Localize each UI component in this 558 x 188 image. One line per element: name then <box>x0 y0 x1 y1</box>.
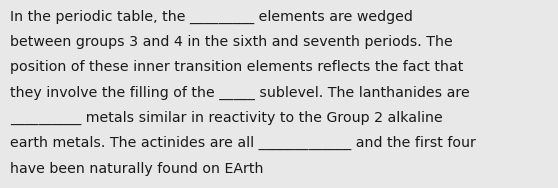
Text: In the periodic table, the _________ elements are wedged: In the periodic table, the _________ ele… <box>10 9 413 24</box>
Text: position of these inner transition elements reflects the fact that: position of these inner transition eleme… <box>10 60 463 74</box>
Text: have been naturally found on EArth: have been naturally found on EArth <box>10 162 263 176</box>
Text: __________ metals similar in reactivity to the Group 2 alkaline: __________ metals similar in reactivity … <box>10 111 443 125</box>
Text: they involve the filling of the _____ sublevel. The lanthanides are: they involve the filling of the _____ su… <box>10 86 470 100</box>
Text: earth metals. The actinides are all _____________ and the first four: earth metals. The actinides are all ____… <box>10 136 476 150</box>
Text: between groups 3 and 4 in the sixth and seventh periods. The: between groups 3 and 4 in the sixth and … <box>10 35 453 49</box>
